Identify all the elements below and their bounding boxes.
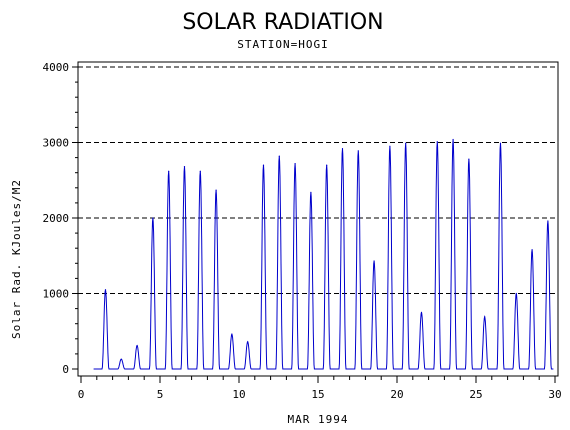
daily-peak-point [452,138,454,141]
daily-peak-point [436,141,438,143]
daily-peak-point [183,166,186,168]
daily-peak-point [341,147,344,150]
y-tick-label: 4000 [43,61,70,74]
x-tick-label: 15 [311,388,324,401]
daily-peak-point [262,164,265,166]
gridlines [78,66,558,294]
solar-radiation-line [93,139,554,370]
x-tick-label: 25 [469,388,482,401]
daily-peak-point [326,164,328,166]
y-tick-label: 1000 [43,288,70,301]
chart-title: SOLAR RADIATION [182,10,383,35]
daily-peak-point [104,289,107,291]
daily-peak-point [515,292,517,295]
x-tick-label: 30 [548,388,561,401]
daily-peak-point [199,170,201,172]
daily-peak-point [120,358,122,360]
daily-peak-point [136,344,138,347]
daily-peak-point [152,217,154,219]
daily-peak-point [468,158,470,160]
daily-peak-point [168,170,170,172]
daily-peak-point [294,163,296,165]
y-tick-label: 0 [62,363,69,376]
x-tick-label: 20 [390,388,403,401]
x-axis-label: MAR 1994 [288,413,349,426]
daily-peak-point [310,191,312,193]
y-axis-label: Solar Rad. KJoules/M2 [10,179,23,339]
y-tick-label: 2000 [43,212,70,225]
x-tick-label: 5 [157,388,164,401]
daily-peak-point [405,142,407,144]
x-axis: 0 5 10 15 20 25 30 [78,376,562,401]
series-layer [93,138,554,370]
daily-peak-point [499,142,502,144]
daily-peak-point [215,189,217,191]
daily-peak-point [389,145,391,147]
y-tick-label: 3000 [43,137,70,150]
daily-peak-point [373,260,375,262]
daily-peak-point [357,150,359,152]
daily-peak-point [247,341,249,343]
daily-peak-point [231,333,233,335]
x-tick-label: 0 [78,388,85,401]
daily-peak-point [547,220,549,222]
daily-peak-point [484,316,486,318]
x-tick-label: 10 [232,388,245,401]
chart-subtitle: STATION=HOGI [237,38,328,51]
daily-peak-point [531,249,533,251]
y-axis: 0 1000 2000 3000 4000 [43,61,78,376]
daily-peak-point [278,155,280,157]
daily-peak-point [420,311,423,313]
